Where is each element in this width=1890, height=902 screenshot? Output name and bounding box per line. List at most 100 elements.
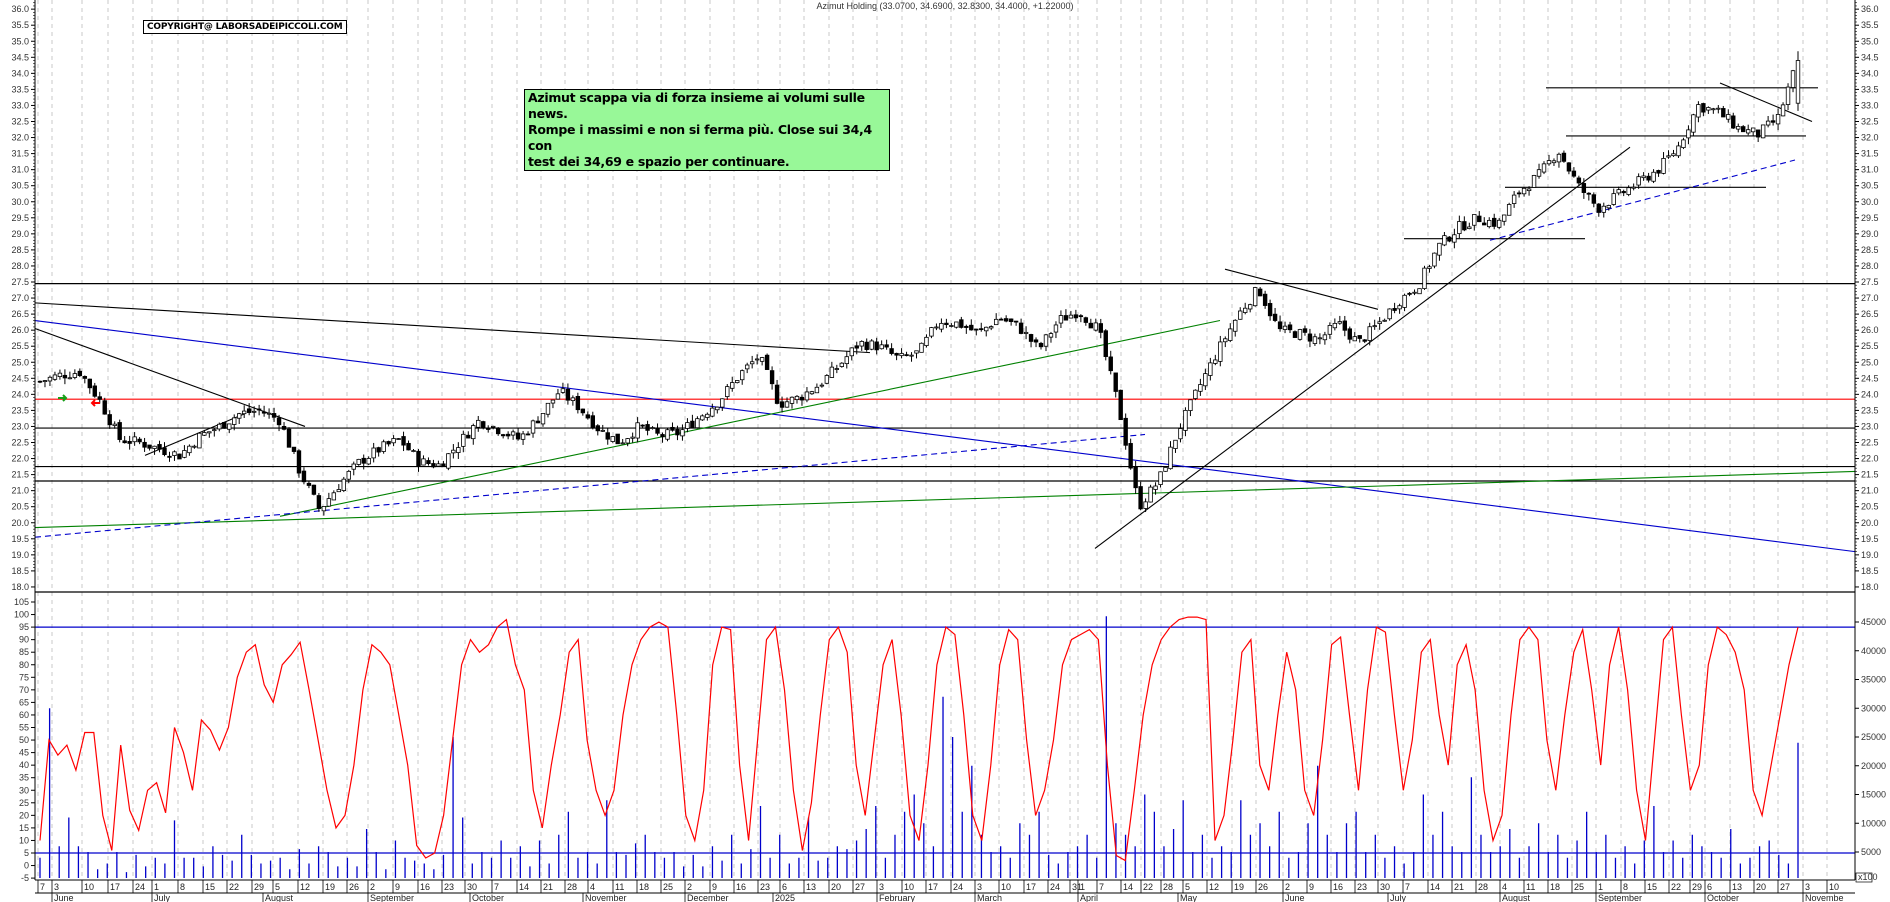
svg-text:-5: -5 [21, 873, 29, 883]
trendlines [34, 82, 1856, 553]
svg-text:10: 10 [19, 835, 29, 845]
svg-text:30: 30 [467, 882, 477, 892]
svg-text:10000: 10000 [1861, 818, 1886, 828]
svg-text:25.5: 25.5 [1861, 341, 1879, 351]
svg-text:35.0: 35.0 [11, 36, 29, 46]
svg-text:November: November [585, 893, 627, 902]
svg-text:29: 29 [254, 882, 264, 892]
svg-text:30: 30 [19, 785, 29, 795]
svg-text:6: 6 [1707, 882, 1712, 892]
svg-text:29.5: 29.5 [11, 213, 29, 223]
svg-text:19.5: 19.5 [11, 534, 29, 544]
svg-text:55: 55 [19, 723, 29, 733]
svg-text:16: 16 [1333, 882, 1343, 892]
svg-text:33.0: 33.0 [11, 100, 29, 110]
svg-text:24.0: 24.0 [1861, 389, 1879, 399]
svg-text:25.0: 25.0 [11, 357, 29, 367]
svg-text:22.5: 22.5 [11, 438, 29, 448]
svg-text:105: 105 [14, 597, 29, 607]
svg-text:30.0: 30.0 [11, 197, 29, 207]
svg-text:0: 0 [24, 861, 29, 871]
svg-text:75: 75 [19, 672, 29, 682]
svg-text:34.5: 34.5 [1861, 52, 1879, 62]
candlesticks [37, 51, 1801, 516]
svg-text:21.5: 21.5 [11, 470, 29, 480]
right-price-axis: 18.0 18.5 19.0 19.5 20.0 20.5 21.0 21.5 22.0 22.5… [1855, 2, 1879, 592]
svg-text:31.0: 31.0 [11, 165, 29, 175]
date-axis: 7 3 10 17 24 1 8 15 22 29 5 12 19 26 2 9 16 23 30 7 14 21 28 4 1… [35, 879, 1855, 902]
svg-text:10: 10 [1001, 882, 1011, 892]
svg-text:15000: 15000 [1861, 790, 1886, 800]
svg-text:September: September [1598, 893, 1642, 902]
svg-text:12: 12 [300, 882, 310, 892]
svg-text:90: 90 [19, 635, 29, 645]
svg-text:31: 31 [1072, 882, 1082, 892]
svg-text:28.5: 28.5 [1861, 245, 1879, 255]
svg-text:22.0: 22.0 [11, 454, 29, 464]
svg-text:20: 20 [831, 882, 841, 892]
svg-text:Novembe: Novembe [1805, 893, 1844, 902]
horizontal-levels [35, 87, 1855, 482]
svg-text:14: 14 [519, 882, 529, 892]
annotation-box: Azimut scappa via di forza insieme ai vo… [524, 89, 890, 171]
svg-text:August: August [1502, 893, 1531, 902]
svg-text:26: 26 [1258, 882, 1268, 892]
svg-text:19: 19 [325, 882, 335, 892]
svg-text:June: June [1285, 893, 1305, 902]
svg-text:24.5: 24.5 [11, 373, 29, 383]
svg-text:26.5: 26.5 [1861, 309, 1879, 319]
svg-text:24.0: 24.0 [11, 389, 29, 399]
svg-text:24.5: 24.5 [1861, 373, 1879, 383]
svg-text:July: July [154, 893, 171, 902]
svg-text:31.5: 31.5 [11, 149, 29, 159]
axes: 18.0 18.5 19.0 19.5 20.0 20.5 21.0 21.5 22.0 22.5… [11, 0, 1886, 883]
svg-text:30.5: 30.5 [1861, 181, 1879, 191]
svg-text:July: July [1390, 893, 1407, 902]
svg-text:19.0: 19.0 [11, 550, 29, 560]
svg-text:32.0: 32.0 [1861, 133, 1879, 143]
svg-text:28.0: 28.0 [11, 261, 29, 271]
svg-text:35.0: 35.0 [1861, 36, 1879, 46]
svg-text:60: 60 [19, 710, 29, 720]
svg-text:20.0: 20.0 [1861, 518, 1879, 528]
svg-text:21.0: 21.0 [1861, 486, 1879, 496]
svg-text:40000: 40000 [1861, 646, 1886, 656]
svg-text:27.5: 27.5 [1861, 277, 1879, 287]
svg-text:3: 3 [1805, 882, 1810, 892]
svg-text:20.0: 20.0 [11, 518, 29, 528]
svg-text:9: 9 [712, 882, 717, 892]
svg-text:25: 25 [663, 882, 673, 892]
svg-text:27: 27 [1780, 882, 1790, 892]
svg-text:8: 8 [1623, 882, 1628, 892]
svg-text:7: 7 [1099, 882, 1104, 892]
svg-text:35.5: 35.5 [11, 20, 29, 30]
svg-text:3: 3 [879, 882, 884, 892]
left-price-axis: 18.0 18.5 19.0 19.5 20.0 20.5 21.0 21.5 22.0 22.5… [11, 2, 35, 592]
svg-text:31.5: 31.5 [1861, 149, 1879, 159]
svg-text:35000: 35000 [1861, 675, 1886, 685]
svg-text:10: 10 [84, 882, 94, 892]
arrow-markers [58, 394, 100, 407]
svg-text:36.0: 36.0 [11, 4, 29, 14]
svg-text:3: 3 [54, 882, 59, 892]
svg-text:10: 10 [904, 882, 914, 892]
svg-text:28: 28 [1163, 882, 1173, 892]
svg-text:20000: 20000 [1861, 761, 1886, 771]
svg-text:22.5: 22.5 [1861, 438, 1879, 448]
svg-text:19: 19 [1234, 882, 1244, 892]
svg-text:13: 13 [806, 882, 816, 892]
svg-text:2: 2 [687, 882, 692, 892]
svg-text:34.5: 34.5 [11, 52, 29, 62]
svg-text:2: 2 [1285, 882, 1290, 892]
svg-text:25000: 25000 [1861, 732, 1886, 742]
svg-text:33.5: 33.5 [11, 84, 29, 94]
svg-text:40: 40 [19, 760, 29, 770]
svg-text:26.0: 26.0 [1861, 325, 1879, 335]
oscillator-panel [35, 616, 1855, 878]
svg-text:16: 16 [736, 882, 746, 892]
svg-text:85: 85 [19, 647, 29, 657]
svg-text:34.0: 34.0 [1861, 68, 1879, 78]
svg-text:18.0: 18.0 [1861, 582, 1879, 592]
svg-text:24: 24 [953, 882, 963, 892]
